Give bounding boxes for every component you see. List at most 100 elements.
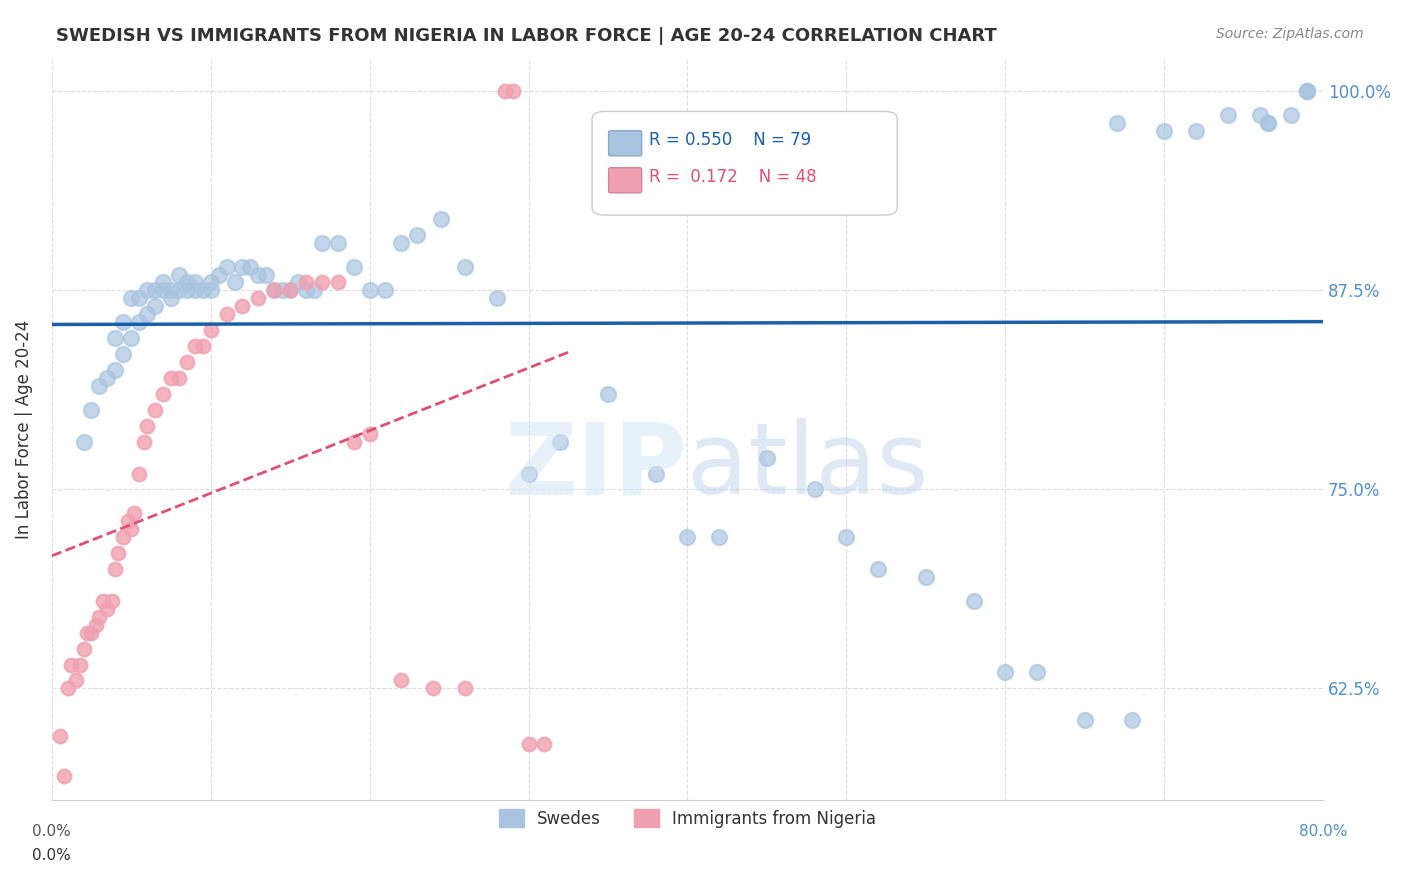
Point (517, 467, 540, 481)
Point (143, 299, 166, 313)
Point (311, 235, 333, 250)
Point (207, 268, 229, 282)
Point (914, 570, 936, 584)
Point (132, 434, 155, 449)
Text: atlas: atlas (688, 418, 929, 516)
Point (136, 284, 159, 298)
Point (271, 284, 294, 298)
Point (517, 737, 540, 751)
FancyBboxPatch shape (592, 112, 897, 215)
Point (1074, 713, 1097, 727)
Point (1279, 108, 1302, 122)
Point (215, 307, 238, 321)
Point (152, 284, 174, 298)
Point (254, 268, 277, 282)
Point (803, 483, 825, 497)
Point (1105, 116, 1128, 130)
Point (326, 276, 349, 290)
Text: 0.0%: 0.0% (32, 847, 72, 863)
Point (550, 434, 572, 449)
Point (422, 681, 444, 696)
Point (868, 562, 890, 576)
Point (69, 657, 91, 672)
Point (343, 260, 366, 274)
Point (120, 331, 142, 345)
Point (89, 609, 111, 624)
Point (184, 339, 207, 353)
Point (112, 315, 135, 329)
Point (48, 729, 70, 743)
Text: 80.0%: 80.0% (1299, 823, 1347, 838)
Point (191, 339, 214, 353)
Point (112, 530, 135, 544)
Point (1249, 108, 1271, 122)
Point (247, 292, 270, 306)
Point (231, 260, 253, 274)
Point (184, 276, 207, 290)
Point (239, 260, 262, 274)
Point (755, 450, 778, 465)
Point (167, 268, 190, 282)
Point (136, 418, 159, 433)
Text: SWEDISH VS IMMIGRANTS FROM NIGERIA IN LABOR FORCE | AGE 20-24 CORRELATION CHART: SWEDISH VS IMMIGRANTS FROM NIGERIA IN LA… (56, 27, 997, 45)
Point (1296, 85, 1319, 99)
Point (200, 323, 222, 337)
Point (389, 673, 412, 688)
Point (326, 235, 349, 250)
Point (120, 522, 142, 536)
Point (176, 276, 198, 290)
Point (1026, 665, 1049, 680)
Point (167, 371, 190, 385)
Point (295, 284, 318, 298)
Text: ZIP: ZIP (505, 418, 688, 516)
Point (59, 657, 82, 672)
FancyBboxPatch shape (609, 168, 641, 193)
Point (359, 426, 381, 441)
Point (1121, 713, 1143, 727)
Point (430, 211, 453, 226)
Point (1153, 124, 1175, 138)
Point (89, 379, 111, 393)
Text: R =  0.172    N = 48: R = 0.172 N = 48 (650, 168, 817, 186)
Legend: Swedes, Immigrants from Nigeria: Swedes, Immigrants from Nigeria (491, 801, 884, 836)
Point (1257, 116, 1279, 130)
Point (389, 235, 412, 250)
Point (709, 530, 731, 544)
Point (152, 276, 174, 290)
Point (76, 625, 98, 640)
Point (1216, 108, 1239, 122)
Point (596, 387, 619, 401)
Point (302, 284, 325, 298)
Point (56, 681, 79, 696)
Y-axis label: In Labor Force | Age 20-24: In Labor Force | Age 20-24 (15, 320, 32, 540)
Point (120, 292, 142, 306)
Point (406, 227, 429, 242)
Point (104, 331, 127, 345)
Point (184, 284, 207, 298)
Point (200, 276, 222, 290)
Point (343, 434, 366, 449)
Text: 0.0%: 0.0% (32, 823, 72, 838)
Point (167, 284, 190, 298)
Point (65, 673, 87, 688)
Point (247, 268, 270, 282)
Point (128, 467, 150, 481)
Point (101, 594, 124, 608)
Point (124, 506, 146, 520)
Point (287, 276, 309, 290)
Point (191, 284, 214, 298)
Point (53, 769, 76, 783)
Point (1296, 85, 1319, 99)
Point (80, 625, 103, 640)
Point (295, 276, 318, 290)
Point (454, 260, 477, 274)
Point (311, 276, 333, 290)
Point (676, 530, 699, 544)
Point (278, 284, 301, 298)
Point (1257, 116, 1279, 130)
Point (502, 85, 524, 99)
Point (224, 276, 246, 290)
Point (994, 665, 1017, 680)
Point (1185, 124, 1208, 138)
Point (962, 594, 984, 608)
